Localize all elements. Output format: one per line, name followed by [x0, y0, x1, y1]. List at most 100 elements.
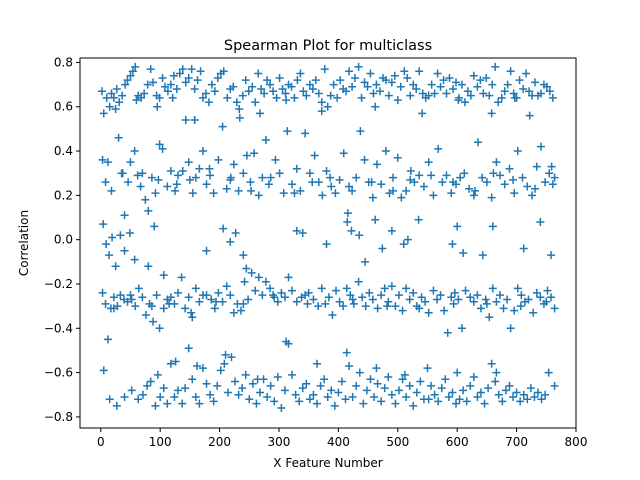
- data-point: [416, 377, 425, 386]
- data-point: [168, 93, 177, 102]
- data-point: [147, 302, 156, 311]
- data-point: [444, 392, 453, 401]
- data-point: [543, 286, 552, 295]
- x-tick-label: 0: [97, 435, 105, 449]
- data-point: [492, 368, 501, 377]
- data-point: [221, 350, 230, 359]
- data-point: [184, 73, 193, 82]
- data-point: [213, 381, 222, 390]
- data-point: [437, 384, 446, 393]
- data-point: [127, 386, 136, 395]
- data-point: [452, 78, 461, 87]
- data-point: [181, 78, 190, 87]
- data-point: [323, 392, 332, 401]
- data-point: [209, 397, 218, 406]
- data-point: [234, 186, 243, 195]
- data-point: [159, 271, 168, 280]
- data-point: [313, 359, 322, 368]
- data-point: [491, 377, 500, 386]
- y-tick-label: 0.2: [54, 188, 73, 202]
- data-point: [362, 386, 371, 395]
- data-point: [457, 80, 466, 89]
- data-point: [270, 397, 279, 406]
- data-point: [348, 295, 357, 304]
- data-point: [341, 395, 350, 404]
- data-point: [531, 184, 540, 193]
- scatter-points: [97, 62, 559, 413]
- data-point: [284, 273, 293, 282]
- data-point: [296, 186, 305, 195]
- data-point: [126, 71, 135, 80]
- y-axis-label: Correlation: [17, 210, 31, 276]
- data-point: [454, 295, 463, 304]
- data-point: [205, 164, 214, 173]
- data-point: [429, 191, 438, 200]
- data-point: [269, 291, 278, 300]
- data-point: [101, 178, 110, 187]
- data-point: [487, 109, 496, 118]
- data-point: [193, 76, 202, 85]
- data-point: [440, 306, 449, 315]
- data-point: [378, 244, 387, 253]
- data-point: [299, 87, 308, 96]
- data-point: [394, 386, 403, 395]
- data-point: [120, 392, 129, 401]
- data-point: [544, 368, 553, 377]
- data-point: [241, 76, 250, 85]
- data-point: [202, 246, 211, 255]
- data-point: [372, 364, 381, 373]
- data-point: [223, 93, 232, 102]
- data-point: [247, 268, 256, 277]
- x-tick-label: 600: [446, 435, 469, 449]
- data-point: [494, 98, 503, 107]
- data-point: [178, 65, 187, 74]
- data-point: [429, 286, 438, 295]
- data-point: [436, 82, 445, 91]
- data-point: [195, 297, 204, 306]
- data-point: [390, 71, 399, 80]
- data-point: [550, 304, 559, 313]
- data-point: [138, 293, 147, 302]
- data-point: [229, 160, 238, 169]
- data-point: [152, 291, 161, 300]
- data-point: [209, 189, 218, 198]
- data-point: [112, 401, 121, 410]
- data-point: [188, 189, 197, 198]
- data-point: [509, 392, 518, 401]
- data-point: [357, 93, 366, 102]
- data-point: [283, 127, 292, 136]
- data-point: [405, 295, 414, 304]
- data-point: [424, 158, 433, 167]
- data-point: [214, 155, 223, 164]
- data-point: [236, 306, 245, 315]
- data-point: [442, 171, 451, 180]
- data-point: [244, 87, 253, 96]
- data-point: [355, 231, 364, 240]
- data-point: [402, 392, 411, 401]
- data-point: [245, 395, 254, 404]
- data-point: [118, 91, 127, 100]
- data-point: [459, 386, 468, 395]
- data-point: [345, 361, 354, 370]
- data-point: [380, 384, 389, 393]
- data-point: [415, 171, 424, 180]
- x-tick-label: 100: [149, 435, 172, 449]
- data-point: [536, 217, 545, 226]
- data-point: [138, 169, 147, 178]
- data-point: [322, 240, 331, 249]
- data-point: [109, 293, 118, 302]
- data-point: [255, 109, 264, 118]
- y-tick-label: 0.8: [54, 55, 73, 69]
- data-point: [447, 293, 456, 302]
- data-point: [453, 368, 462, 377]
- data-point: [358, 293, 367, 302]
- data-point: [160, 82, 169, 91]
- data-point: [403, 235, 412, 244]
- data-point: [541, 178, 550, 187]
- data-point: [102, 240, 111, 249]
- data-point: [97, 87, 106, 96]
- data-point: [409, 401, 418, 410]
- data-point: [459, 248, 468, 257]
- data-point: [178, 166, 187, 175]
